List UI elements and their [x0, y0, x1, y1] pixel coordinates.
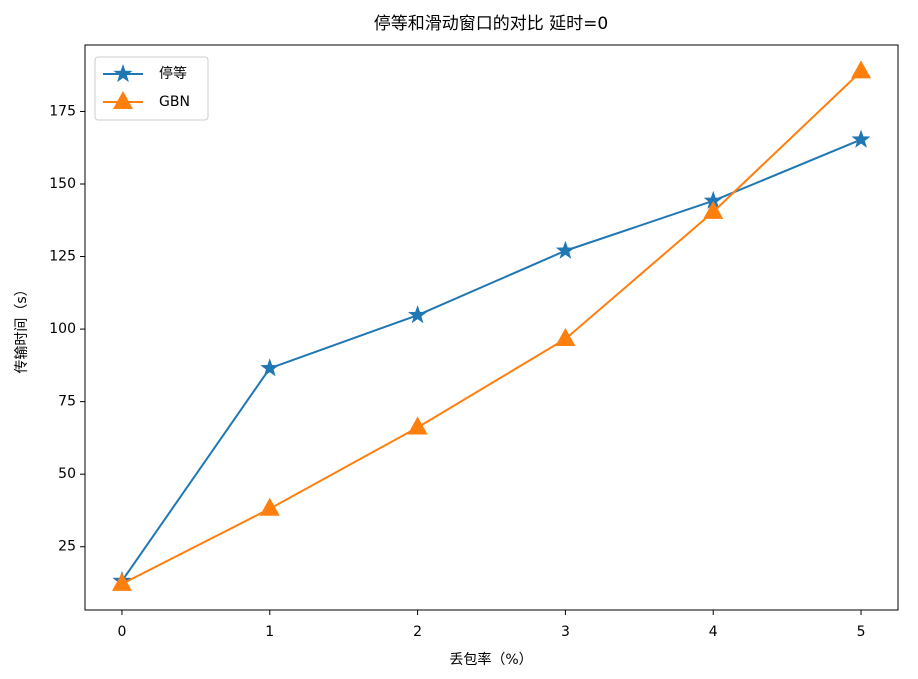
x-tick-label: 1 — [265, 624, 274, 640]
y-tick-label: 75 — [58, 394, 76, 410]
legend-marker — [113, 91, 133, 109]
data-point — [851, 129, 871, 148]
x-tick-label: 2 — [413, 624, 422, 640]
legend-label: GBN — [159, 94, 190, 110]
series-line — [121, 70, 862, 585]
plot-frame — [84, 44, 899, 611]
legend-box — [94, 56, 209, 121]
y-tick-label: 25 — [58, 539, 76, 555]
y-tick-label: 125 — [49, 249, 76, 265]
x-tick-label: 3 — [561, 624, 570, 640]
y-tick-label: 100 — [49, 321, 76, 337]
legend-marker — [113, 64, 133, 83]
data-point — [260, 358, 280, 377]
series-line — [121, 138, 862, 582]
y-tick-label: 50 — [58, 466, 76, 482]
data-point — [407, 416, 428, 435]
data-point — [851, 60, 872, 79]
data-point — [408, 305, 428, 324]
data-point — [555, 240, 575, 259]
x-tick-label: 0 — [117, 624, 126, 640]
y-axis-label: 传输时间（s） — [14, 282, 30, 373]
data-point — [111, 572, 132, 591]
x-tick-label: 5 — [857, 624, 866, 640]
x-axis-label: 丢包率（%） — [449, 651, 532, 668]
data-point — [259, 497, 280, 516]
data-point — [555, 327, 576, 346]
y-tick-label: 175 — [49, 103, 76, 119]
chart-title: 停等和滑动窗口的对比 延时=0 — [374, 14, 608, 34]
data-point — [703, 190, 723, 209]
x-tick-label: 4 — [709, 624, 718, 640]
y-tick-label: 150 — [49, 176, 76, 192]
data-point — [703, 200, 724, 219]
legend-label: 停等 — [159, 65, 187, 82]
